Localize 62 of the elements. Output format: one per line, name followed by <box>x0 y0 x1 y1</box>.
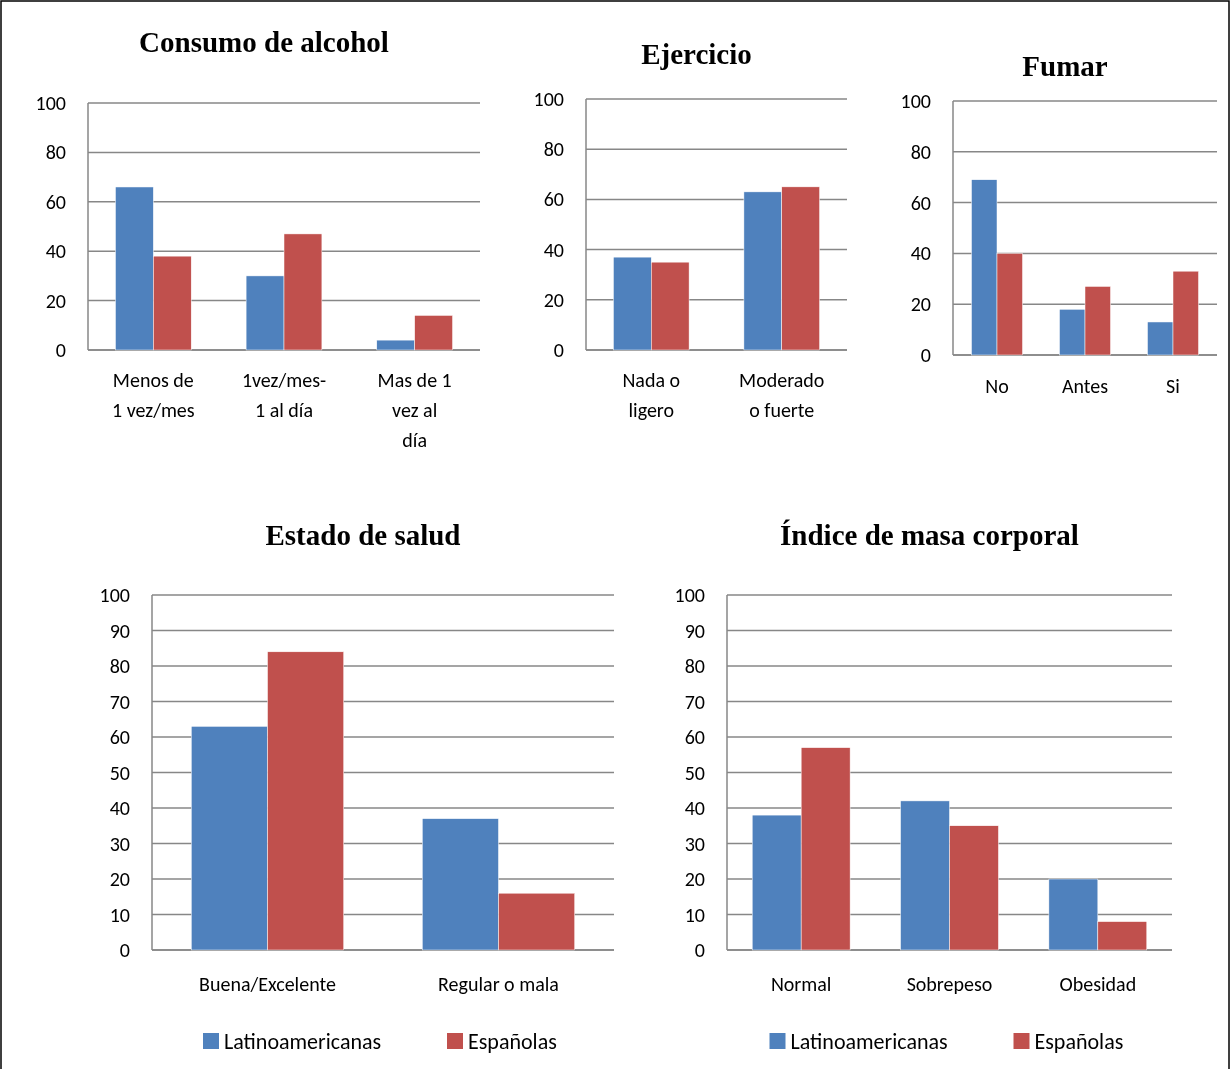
legend-label: Españolas <box>468 1027 557 1055</box>
y-tick-label: 20 <box>910 292 931 317</box>
y-tick-label: 0 <box>119 938 130 962</box>
chart-title: Ejercicio <box>641 38 752 70</box>
y-tick-label: 40 <box>910 241 931 266</box>
y-tick-label: 90 <box>109 618 130 643</box>
y-tick-label: 60 <box>45 189 66 214</box>
y-tick-label: 100 <box>99 583 130 607</box>
legend-label: Latinoamericanas <box>224 1027 382 1055</box>
y-tick-label: 100 <box>900 89 931 113</box>
chart-title: Fumar <box>1022 50 1108 82</box>
y-tick-label: 20 <box>109 867 130 891</box>
y-tick-label: 20 <box>543 287 564 312</box>
y-tick-label: 40 <box>109 796 130 820</box>
x-tick-label: Si <box>1166 374 1180 398</box>
y-tick-label: 50 <box>684 760 705 785</box>
y-tick-label: 80 <box>45 140 66 165</box>
y-tick-label: 90 <box>684 618 705 643</box>
x-tick-label: Obesidad <box>1059 972 1137 996</box>
y-tick-label: 60 <box>109 725 130 749</box>
x-tick-label: Buena/Excelente <box>199 972 336 996</box>
y-tick-label: 0 <box>920 343 931 367</box>
y-tick-label: 80 <box>109 654 130 678</box>
chart-title: Estado de salud <box>265 519 461 551</box>
y-tick-label: 0 <box>694 938 705 962</box>
x-tick-label: Mas de 1 vez al día <box>377 368 452 452</box>
y-tick-label: 30 <box>684 831 705 856</box>
legend-label: Latinoamericanas <box>790 1027 948 1055</box>
x-tick-label: Moderado o fuerte <box>739 368 825 422</box>
y-tick-label: 70 <box>109 689 130 714</box>
y-tick-label: 80 <box>543 137 564 162</box>
y-tick-label: 0 <box>55 338 66 362</box>
y-tick-label: 100 <box>35 91 66 115</box>
y-tick-label: 60 <box>543 187 564 212</box>
y-tick-label: 40 <box>45 239 66 264</box>
y-tick-label: 80 <box>910 139 931 164</box>
x-tick-label: Menos de 1 vez/mes <box>112 368 195 422</box>
y-tick-label: 30 <box>109 831 130 856</box>
y-tick-label: 70 <box>684 689 705 714</box>
y-tick-label: 40 <box>684 796 705 820</box>
x-tick-label: Normal <box>770 972 832 996</box>
y-tick-label: 10 <box>109 902 130 927</box>
y-tick-label: 100 <box>674 583 705 607</box>
x-tick-label: 1vez/mes- 1 al día <box>241 368 327 422</box>
x-tick-label: Sobrepeso <box>906 972 993 996</box>
x-tick-label: No <box>985 374 1009 398</box>
y-tick-label: 60 <box>684 725 705 749</box>
y-tick-label: 80 <box>684 654 705 678</box>
legend-label: Españolas <box>1034 1027 1124 1055</box>
y-tick-label: 50 <box>109 760 130 785</box>
x-tick-label: Nada o ligero <box>622 368 681 422</box>
chart-title: Consumo de alcohol <box>139 26 389 58</box>
y-tick-label: 0 <box>553 338 564 362</box>
y-tick-label: 60 <box>910 190 931 215</box>
x-tick-label: Antes <box>1061 374 1109 398</box>
y-tick-label: 10 <box>684 902 705 927</box>
chart-title: Índice de masa corporal <box>780 519 1079 551</box>
y-tick-label: 20 <box>45 288 66 313</box>
y-tick-label: 20 <box>684 867 705 891</box>
x-tick-label: Regular o mala <box>438 972 559 996</box>
y-tick-label: 100 <box>533 87 564 111</box>
y-tick-label: 40 <box>543 237 564 262</box>
